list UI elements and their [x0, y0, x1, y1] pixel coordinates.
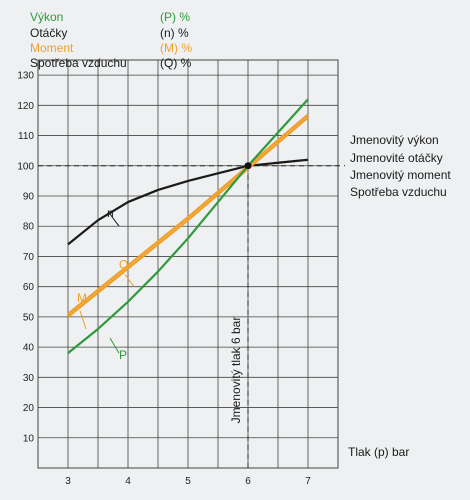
x-tick-label: 4: [125, 476, 131, 487]
legend-name: Výkon: [30, 10, 64, 24]
x-tick-label: 5: [185, 476, 191, 487]
side-label-rated-power: Jmenovitý výkon: [350, 133, 439, 147]
x-axis-title: Tlak (p) bar: [348, 445, 409, 459]
y-tick-label: 40: [23, 343, 35, 354]
y-tick-label: 70: [23, 252, 35, 263]
legend-name: Moment: [30, 41, 74, 55]
legend-name: Otáčky: [30, 26, 68, 40]
rated-point-marker: [244, 162, 252, 170]
x-tick-label: 6: [245, 476, 251, 487]
side-label-rated-speed: Jmenovité otáčky: [350, 151, 443, 165]
curve-label-leader: [109, 337, 120, 354]
series-line-q: [67, 113, 309, 315]
curve-label-n: n: [107, 206, 114, 220]
series-line-n: [67, 158, 309, 246]
curve-label-q: Q: [119, 258, 128, 272]
curve-label-leader: [124, 274, 135, 287]
grid: [37, 59, 339, 469]
y-tick-label: 130: [17, 71, 34, 82]
y-tick-label: 50: [23, 312, 35, 323]
y-tick-label: 90: [23, 192, 35, 203]
rated-pressure-label: Jmenovitý tlak 6 bar: [229, 317, 243, 424]
legend-symbol: (n) %: [160, 26, 189, 40]
side-label-rated-torque: Jmenovitý moment: [350, 168, 451, 182]
series-lines: [67, 98, 309, 355]
x-tick-label: 7: [305, 476, 311, 487]
series-line-p: [67, 98, 309, 355]
y-tick-label: 60: [23, 282, 35, 293]
y-tick-label: 20: [23, 403, 35, 414]
series-line-m: [67, 116, 309, 318]
legend-symbol: (P) %: [160, 10, 190, 24]
rated-pressure-reference: Jmenovitý tlak 6 bar: [38, 165, 345, 468]
y-tick-label: 120: [17, 101, 34, 112]
side-label-air-consumption: Spotřeba vzduchu: [350, 185, 447, 199]
y-tick-label: 100: [17, 161, 34, 172]
legend-name: Spotřeba vzduchu: [30, 56, 127, 70]
legend-symbol: (M) %: [160, 41, 192, 55]
tick-labels: 10 20 30 40 50 60 70 80 90 100 110 120 130 3 4 5 6 7 Tlak …: [17, 71, 409, 487]
x-tick-label: 3: [65, 476, 71, 487]
y-tick-label: 110: [18, 131, 34, 142]
y-tick-label: 80: [23, 222, 35, 233]
curve-label-m: M: [77, 291, 87, 305]
y-tick-label: 30: [23, 373, 35, 384]
curve-label-leader: [109, 213, 120, 227]
curve-label-p: P: [119, 348, 127, 362]
legend-symbol: (Q) %: [160, 56, 192, 70]
y-tick-label: 10: [23, 433, 35, 444]
curve-label-leader: [79, 310, 87, 330]
